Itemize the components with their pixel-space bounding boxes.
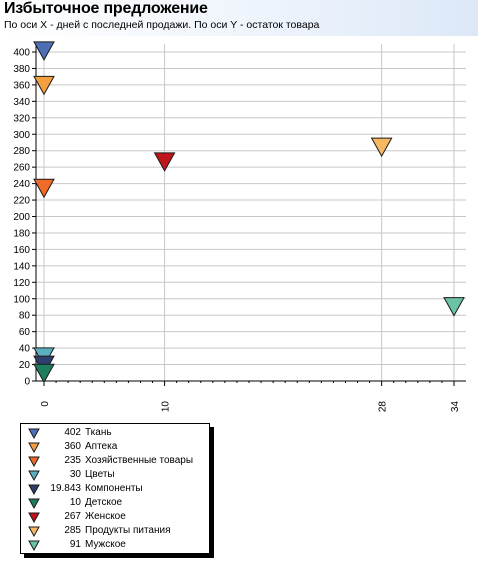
- legend-marker-icon: [28, 540, 40, 551]
- legend-label: Продукты питания: [85, 525, 171, 536]
- legend-label: Цветы: [85, 469, 115, 480]
- data-point-marker: [33, 75, 55, 96]
- legend-item: 235 Хозяйственные товары: [21, 455, 209, 468]
- plot-area: [36, 44, 466, 381]
- y-tick-label: 160: [13, 245, 30, 256]
- y-tick-label: 200: [13, 212, 30, 223]
- legend-value: 267: [64, 511, 81, 522]
- y-tick-label: 320: [13, 113, 30, 124]
- y-tick-label: 20: [19, 360, 31, 371]
- legend-value: 30: [69, 469, 81, 480]
- x-tick-label: 0: [40, 401, 51, 407]
- legend-label: Компоненты: [85, 483, 143, 494]
- data-point-marker: [33, 363, 55, 384]
- legend-item: 360 Аптека: [21, 441, 209, 454]
- legend-value: 360: [64, 441, 81, 452]
- legend-value: 235: [64, 455, 81, 466]
- legend-marker-icon: [28, 498, 40, 509]
- y-tick-label: 60: [19, 327, 31, 338]
- legend-item: 19.843 Компоненты: [21, 483, 209, 496]
- y-tick-label: 240: [13, 179, 30, 190]
- chart-header: Избыточное предложение По оси X - дней с…: [0, 0, 478, 36]
- chart-subtitle: По оси X - дней с последней продажи. По …: [4, 19, 320, 31]
- legend-marker-icon: [28, 512, 40, 523]
- y-tick-label: 80: [19, 311, 31, 322]
- y-tick-label: 360: [13, 80, 30, 91]
- data-point-marker: [370, 137, 393, 158]
- legend-label: Аптека: [85, 441, 118, 452]
- legend-item: 91 Мужское: [21, 539, 209, 552]
- legend-label: Мужское: [85, 539, 126, 550]
- legend-marker-icon: [28, 428, 40, 439]
- legend-value: 91: [69, 539, 81, 550]
- legend-label: Детское: [85, 497, 123, 508]
- legend-marker-icon: [28, 470, 40, 481]
- legend-marker-icon: [28, 442, 40, 453]
- y-tick-label: 0: [24, 377, 30, 388]
- chart-legend: 402 Ткань 360 Аптека 235 Хозяйственные товары…: [20, 423, 210, 554]
- y-tick-label: 100: [13, 294, 30, 305]
- scatter-chart: 0204060801001201401601802002202402602803…: [13, 41, 466, 413]
- data-point-marker: [33, 178, 55, 199]
- legend-marker-icon: [28, 484, 40, 495]
- legend-label: Ткань: [85, 427, 112, 438]
- data-point-marker: [443, 297, 465, 317]
- data-point-marker: [33, 41, 55, 61]
- y-tick-label: 140: [13, 261, 30, 272]
- legend-label: Женское: [85, 511, 126, 522]
- legend-item: 30 Цветы: [21, 469, 209, 482]
- legend-marker-icon: [28, 456, 40, 467]
- y-tick-label: 260: [13, 163, 30, 174]
- y-tick-label: 340: [13, 97, 30, 108]
- legend-value: 402: [64, 427, 81, 438]
- y-tick-label: 400: [13, 48, 30, 59]
- y-tick-label: 380: [13, 64, 30, 75]
- legend-value: 19.843: [50, 483, 81, 494]
- y-tick-label: 40: [19, 344, 31, 355]
- data-point-marker: [153, 152, 176, 172]
- legend-item: 285 Продукты питания: [21, 525, 209, 538]
- x-tick-label: 10: [161, 401, 172, 413]
- y-tick-label: 280: [13, 146, 30, 157]
- x-tick-label: 34: [450, 401, 461, 413]
- legend-item: 10 Детское: [21, 497, 209, 510]
- legend-label: Хозяйственные товары: [85, 455, 194, 466]
- legend-item: 267 Женское: [21, 511, 209, 524]
- legend-item: 402 Ткань: [21, 427, 209, 440]
- x-tick-label: 28: [378, 401, 389, 413]
- legend-marker-icon: [28, 526, 40, 537]
- chart-title: Избыточное предложение: [4, 0, 208, 17]
- y-tick-label: 220: [13, 196, 30, 207]
- y-tick-label: 120: [13, 278, 30, 289]
- legend-value: 285: [64, 525, 81, 536]
- legend-value: 10: [69, 497, 81, 508]
- y-tick-label: 300: [13, 130, 30, 141]
- y-tick-label: 180: [13, 228, 30, 239]
